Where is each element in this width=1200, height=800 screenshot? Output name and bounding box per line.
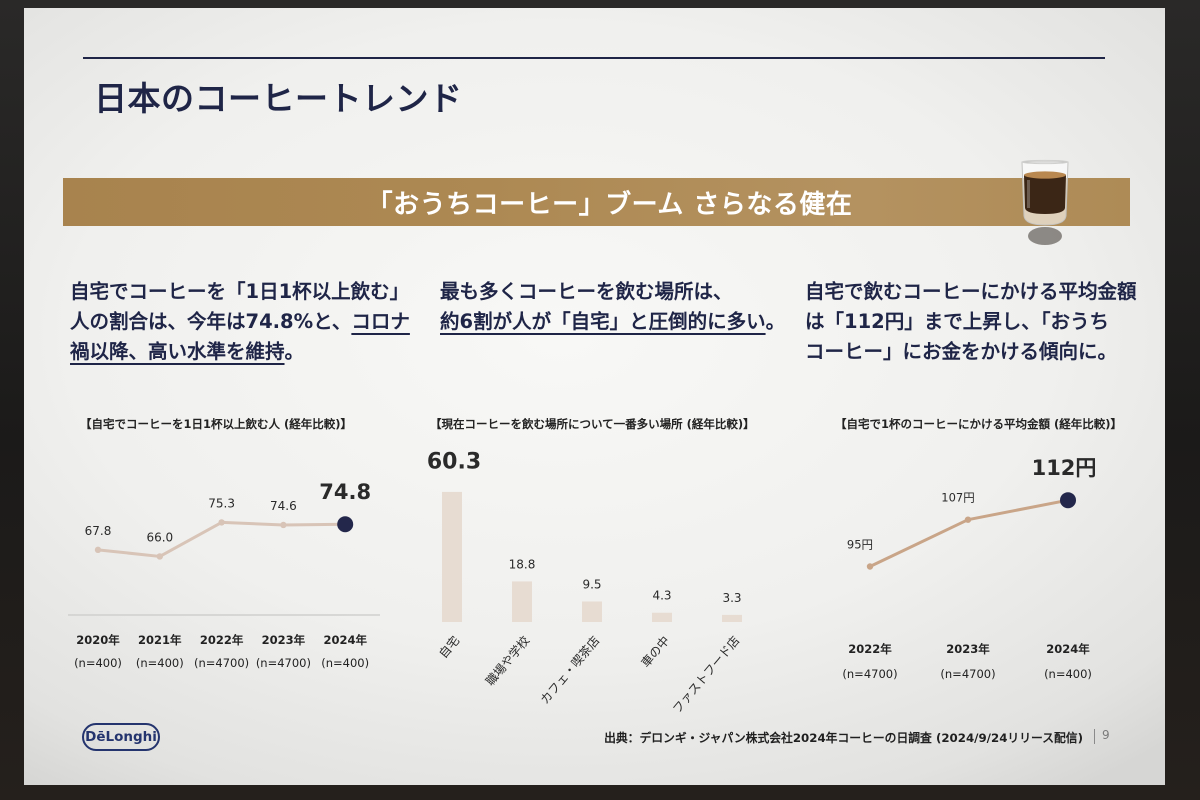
- source-citation: 出典：デロンギ・ジャパン株式会社2024年コーヒーの日調査 (2024/9/24…: [604, 731, 1083, 745]
- summary-text: 人の割合は、今年は74.8%と、: [70, 310, 352, 333]
- chart3-point: [866, 563, 874, 570]
- chart1-x-label: 2020年: [76, 633, 120, 647]
- chart1-x-sublabel: (n=400): [136, 656, 184, 670]
- banner-text: 「おうちコーヒー」ブーム さらなる健在: [366, 189, 853, 220]
- chart1-home-drinkers-line: 67.8 2020年 (n=400) 66.0 2021年 (n=400) 75.3 2022…: [68, 480, 380, 670]
- chart1-point: [337, 516, 354, 533]
- summary-average-spend: 自宅で飲むコーヒーにかける平均金額 は「112円」まで上昇し、「おうち コーヒー…: [805, 277, 1137, 367]
- summary-text: 。: [765, 310, 786, 333]
- chart2-title: 【現在コーヒーを飲む場所について一番多い場所 (経年比較)】: [430, 417, 755, 431]
- chart1-x-label: 2022年: [200, 633, 244, 647]
- chart2-category-label: 職場や学校: [482, 633, 532, 689]
- chart3-title: 【自宅で1杯のコーヒーにかける平均金額 (経年比較)】: [835, 417, 1123, 431]
- chart2-data-label: 9.5: [582, 578, 601, 592]
- delonghi-logo: DēLonghi: [82, 723, 160, 751]
- chart3-series-line: [869, 498, 1069, 568]
- summary-line: コーヒー」にお金をかける傾向に。: [805, 337, 1137, 367]
- chart1-title: 【自宅でコーヒーを1日1杯以上飲む人 (経年比較)】: [80, 417, 353, 431]
- chart1-x-label: 2023年: [262, 633, 306, 647]
- chart3-data-label: 112円: [1032, 456, 1097, 480]
- summary-drinking-place: 最も多くコーヒーを飲む場所は、 約6割が人が「自宅」と圧倒的に多い。: [440, 277, 785, 337]
- chart3-data-label: 107円: [941, 491, 974, 505]
- summary-text: 自宅で飲むコーヒーにかける平均金額: [805, 280, 1137, 303]
- chart3-point: [1060, 492, 1076, 509]
- chart1-point: [156, 553, 163, 560]
- chart3-x-sublabel: (n=4700): [842, 667, 897, 681]
- chart2-bar: [512, 581, 532, 622]
- chart2-category-label: カフェ・喫茶店: [537, 633, 602, 707]
- chart1-x-label: 2024年: [323, 633, 367, 647]
- chart3-x-sublabel: (n=4700): [940, 667, 995, 681]
- chart2-data-label: 60.3: [427, 449, 481, 474]
- summary-line: は「112円」まで上昇し、「おうち: [805, 307, 1137, 337]
- chart1-x-sublabel: (n=4700): [256, 656, 311, 670]
- summary-emphasis: 約6割が人が「自宅」と圧倒的に多い: [440, 310, 766, 333]
- page-separator: [1094, 729, 1095, 744]
- chart1-x-sublabel: (n=400): [74, 656, 122, 670]
- chart3-data-label: 95円: [847, 538, 873, 552]
- coffee-glass-icon: [1021, 159, 1069, 245]
- slide: [24, 8, 1165, 785]
- chart1-point: [94, 546, 102, 554]
- chart2-category-label: 自宅: [435, 633, 462, 661]
- chart3-x-label: 2022年: [848, 642, 892, 656]
- summary-emphasis: コロナ: [351, 310, 410, 333]
- summary-line: 約6割が人が「自宅」と圧倒的に多い。: [440, 307, 785, 337]
- chart2-bar: [442, 491, 462, 622]
- chart2-category-label: ファストフード店: [670, 634, 742, 717]
- chart3-x-label: 2024年: [1046, 642, 1090, 656]
- chart1-data-label: 66.0: [146, 530, 173, 544]
- summary-line: 自宅でコーヒーを「1日1杯以上飲む」: [70, 277, 410, 307]
- chart2-bar: [582, 601, 602, 622]
- chart3-average-spend-line: 95円 2022年 (n=4700) 107円 2023年 (n=4700) 112円 202…: [842, 456, 1096, 681]
- chart3-x-label: 2023年: [946, 642, 990, 656]
- summary-text: 自宅でコーヒーを「1日1杯以上飲む」: [70, 280, 410, 303]
- chart3-point: [964, 516, 972, 523]
- summary-line: 人の割合は、今年は74.8%と、コロナ: [70, 307, 410, 337]
- chart1-data-label: 67.8: [85, 524, 112, 538]
- summary-home-drinkers: 自宅でコーヒーを「1日1杯以上飲む」 人の割合は、今年は74.8%と、コロナ 禍…: [70, 277, 410, 367]
- page-number: 9: [1102, 728, 1110, 742]
- summary-emphasis: 禍以降、高い水準を維持: [70, 340, 285, 363]
- chart2-drinking-place-bars: 60.3 自宅 18.8 職場や学校 9.5 カフェ・喫茶店 4.3 車の中 3.3 ファストフー…: [427, 449, 743, 716]
- chart2-bar: [652, 612, 672, 622]
- summary-text: 。: [284, 340, 305, 363]
- chart2-bar: [722, 614, 742, 622]
- chart2-data-label: 3.3: [722, 591, 741, 605]
- headline-banner: 「おうちコーヒー」ブーム さらなる健在: [63, 178, 1130, 226]
- chart2-category-label: 車の中: [638, 633, 673, 670]
- summary-line: 最も多くコーヒーを飲む場所は、: [440, 277, 785, 307]
- chart2-data-label: 4.3: [652, 589, 671, 603]
- logo-text: DēLonghi: [85, 729, 157, 745]
- chart3-x-sublabel: (n=400): [1044, 667, 1092, 681]
- chart1-point: [280, 521, 287, 529]
- page-title: 日本のコーヒートレンド: [94, 79, 463, 118]
- chart1-data-label: 74.8: [319, 480, 371, 504]
- summary-line: 自宅で飲むコーヒーにかける平均金額: [805, 277, 1137, 307]
- chart1-series-line: [97, 520, 346, 558]
- chart1-x-label: 2021年: [138, 633, 182, 647]
- chart2-data-label: 18.8: [509, 557, 536, 571]
- chart1-data-label: 75.3: [208, 496, 235, 510]
- summary-text: は「112円」まで上昇し、「おうち: [805, 310, 1109, 333]
- chart1-x-sublabel: (n=4700): [194, 656, 249, 670]
- summary-text: 最も多くコーヒーを飲む場所は、: [440, 280, 733, 303]
- summary-line: 禍以降、高い水準を維持。: [70, 337, 410, 367]
- summary-text: コーヒー」にお金をかける傾向に。: [805, 340, 1118, 363]
- chart1-point: [218, 519, 225, 526]
- top-rule: [83, 57, 1105, 59]
- chart1-data-label: 74.6: [270, 499, 297, 513]
- chart1-x-sublabel: (n=400): [321, 656, 369, 670]
